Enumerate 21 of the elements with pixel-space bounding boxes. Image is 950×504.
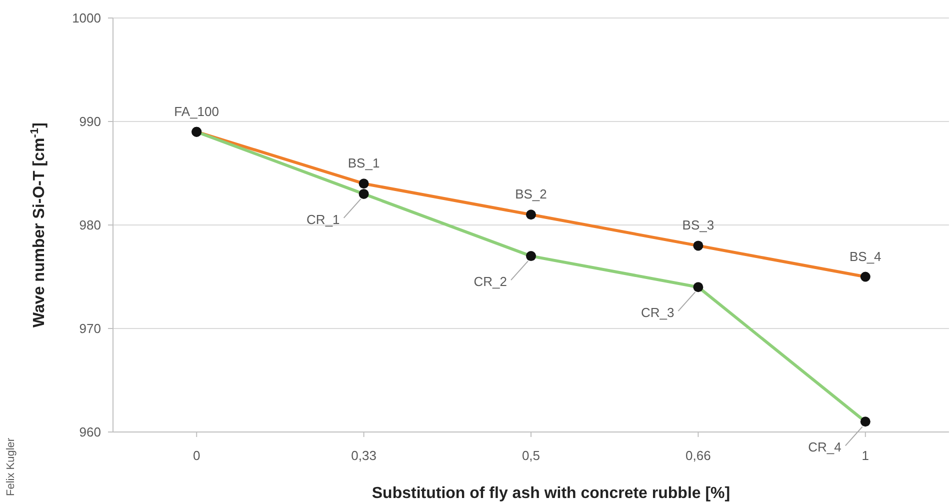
annotation: BS_2 [515, 186, 547, 202]
y-tick-label: 1000 [72, 10, 101, 26]
x-tick-label: 0 [192, 448, 200, 463]
x-tick-label: 1 [862, 448, 870, 463]
annotation: BS_1 [348, 156, 380, 171]
y-tick-label: 960 [79, 424, 101, 440]
annotation: CR_1 [306, 212, 340, 227]
y-tick-label: 990 [79, 114, 101, 130]
y-tick-label: 970 [79, 321, 101, 336]
annotation: BS_4 [849, 248, 882, 264]
y-tick-label: 980 [79, 218, 101, 233]
annotation: CR_3 [640, 305, 674, 320]
x-tick-label: 0,33 [351, 448, 376, 463]
annotation: FA_100 [174, 104, 220, 119]
x-tick-label: 0,66 [686, 448, 711, 463]
annotation: CR_4 [808, 440, 842, 455]
text: Felix Kugler [5, 438, 17, 496]
annotation: CR_2 [474, 274, 507, 290]
x-axis-title: Substitution of fly ash with concrete rubble [%] [372, 485, 730, 502]
x-tick-label: 0,5 [522, 448, 540, 463]
annotation: BS_3 [682, 218, 714, 233]
